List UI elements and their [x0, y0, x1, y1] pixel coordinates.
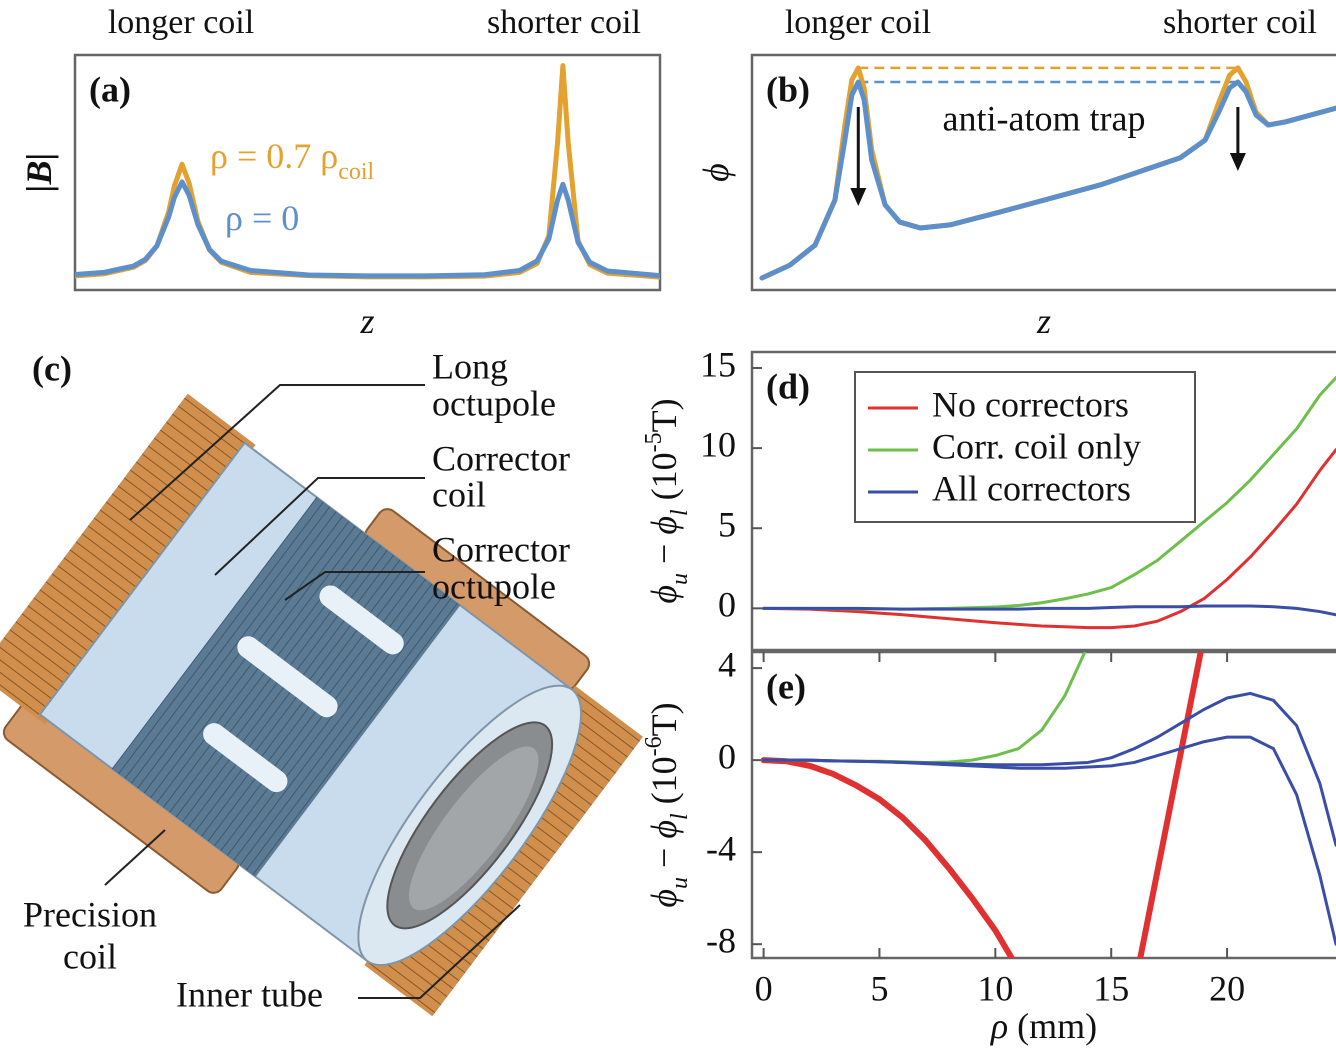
label-part: -5 [641, 432, 667, 452]
diagram-label: Corrector [432, 438, 570, 478]
slot [237, 636, 338, 718]
leader-lines [104, 384, 521, 999]
leader-line [214, 477, 425, 576]
x-axis-label: z [359, 301, 374, 341]
legend-box [854, 371, 1196, 523]
coil-label: longer coil [108, 4, 254, 41]
y-tick-label: 5 [718, 505, 736, 545]
series-name: ρ = 0.7 ρ [210, 136, 338, 176]
label-part: T) [644, 398, 684, 432]
label-part: ϕ [644, 820, 684, 839]
label-part: (10 [644, 452, 684, 509]
slot [203, 723, 288, 793]
plot-frame [73, 53, 662, 292]
x-tick-label: 15 [1093, 968, 1129, 1008]
data-line [759, 79, 1336, 281]
x-tick-label: 10 [977, 968, 1013, 1008]
plot-frame [750, 650, 1336, 960]
series-label: ρ = 0 [225, 198, 299, 238]
label-part: z [359, 301, 374, 341]
coil-label: longer coil [785, 4, 931, 41]
coil-label: shorter coil [487, 4, 641, 41]
y-tick-label: -8 [706, 920, 736, 960]
diagram-label: coil [63, 936, 117, 976]
panel-label: (b) [766, 69, 810, 109]
legend-label: All correctors [932, 468, 1131, 508]
diagram-label: coil [432, 474, 486, 514]
data-line [762, 448, 1336, 630]
label-part: ϕ [644, 516, 684, 535]
label-part: ϕ [696, 163, 736, 182]
arrow-head [1229, 153, 1246, 172]
panel-label: (a) [89, 69, 131, 109]
leader-line [104, 829, 166, 886]
series-name: ρ = 0 [225, 198, 299, 238]
x-axis-label: z [1036, 301, 1051, 341]
leader-line [129, 384, 425, 521]
x-axis-label: ρ (mm) [990, 1006, 1097, 1046]
data-line [760, 652, 1204, 958]
x-tick-label: 5 [870, 968, 888, 1008]
plot-frame [750, 350, 1336, 652]
y-axis-label: ϕ [696, 163, 736, 182]
label-part: T) [644, 702, 684, 736]
x-tick-label: 0 [755, 968, 773, 1008]
diagram-label: Precision [23, 894, 157, 934]
label-part: l [667, 813, 693, 820]
label-part: u [667, 877, 693, 889]
plot-frame [750, 53, 1336, 292]
diagram-label: Inner tube [176, 974, 323, 1014]
diagram-label: Long [432, 346, 508, 386]
panel-label: (e) [766, 666, 806, 706]
x-tick-label: 20 [1209, 968, 1245, 1008]
label-part: |B| [19, 153, 59, 193]
label-part: (10 [644, 756, 684, 813]
series-label: ρ = 0.7 ρcoil [210, 136, 375, 184]
y-tick-label: 10 [700, 424, 736, 464]
legend-label: Corr. coil only [932, 426, 1141, 466]
label-part: (mm) [1008, 1006, 1097, 1046]
diagram-label: Corrector [432, 529, 570, 569]
y-axis-label: ϕu − ϕl (10-6T) [641, 702, 693, 907]
legend-label: No correctors [932, 384, 1129, 424]
y-tick-label: 0 [718, 585, 736, 625]
label-part: l [667, 509, 693, 516]
inner-tube-bore [408, 746, 539, 911]
series-name-sub: coil [338, 159, 374, 185]
y-tick-label: 4 [718, 644, 736, 684]
y-axis-label: ϕu − ϕl (10-5T) [641, 398, 693, 603]
label-part: u [667, 573, 693, 585]
arrow-head [850, 188, 867, 207]
panel-label: (d) [766, 366, 810, 406]
y-tick-label: 15 [700, 344, 736, 384]
coil-label: shorter coil [1163, 4, 1317, 41]
y-tick-label: 0 [718, 736, 736, 776]
y-tick-label: -4 [706, 828, 736, 868]
y-axis-label: |B| [19, 153, 59, 193]
device-illustration [0, 393, 643, 1017]
data-line [762, 735, 1336, 946]
label-part: ρ [990, 1006, 1008, 1046]
octupole-end-left [0, 393, 256, 725]
diagram-label: octupole [432, 566, 556, 606]
data-line [75, 179, 660, 279]
label-part: ϕ [644, 585, 684, 604]
diagram-label: octupole [432, 383, 556, 423]
leader-line [358, 904, 521, 999]
leader-line [284, 571, 425, 601]
annotation: anti-atom trap [943, 98, 1146, 138]
label-part: − [644, 839, 684, 877]
slot [319, 585, 404, 655]
label-part: -6 [641, 736, 667, 756]
data-line [762, 604, 1336, 617]
label-part: z [1036, 301, 1051, 341]
panel-label: (c) [32, 348, 72, 388]
label-part: − [644, 535, 684, 573]
data-line [762, 652, 1087, 764]
label-part: ϕ [644, 889, 684, 908]
